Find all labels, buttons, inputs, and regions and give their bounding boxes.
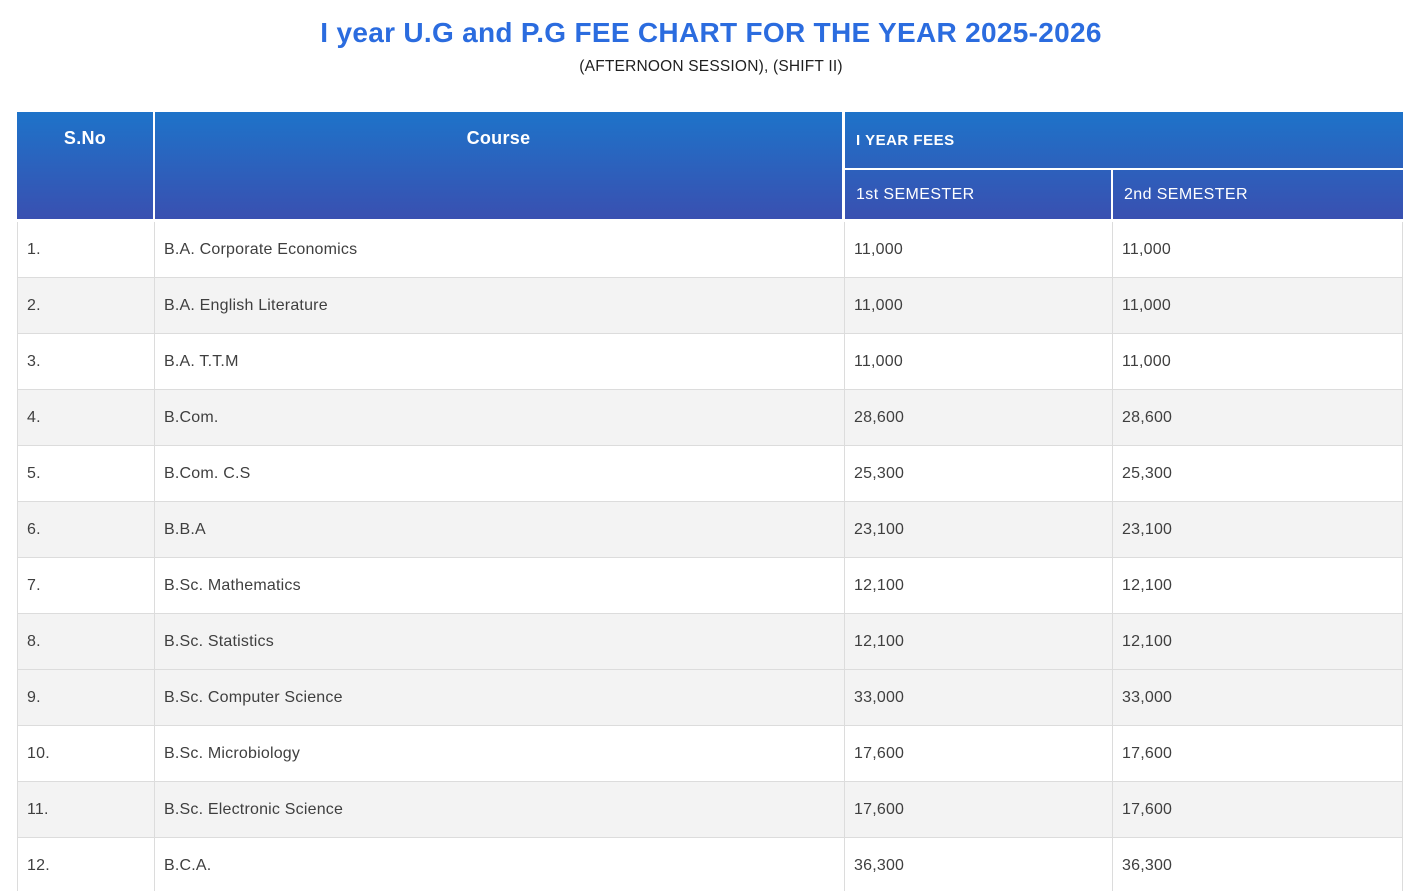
cell-sem1: 17,600 bbox=[845, 782, 1113, 838]
cell-sem2: 23,100 bbox=[1113, 502, 1403, 558]
page-subtitle: (AFTERNOON SESSION), (SHIFT II) bbox=[579, 58, 843, 75]
cell-sem1: 36,300 bbox=[845, 838, 1113, 891]
cell-sem1: 28,600 bbox=[845, 390, 1113, 446]
table-row: 9. B.Sc. Computer Science 33,000 33,000 bbox=[17, 670, 1403, 726]
column-header-sem2: 2nd SEMESTER bbox=[1113, 170, 1403, 222]
cell-sno: 9. bbox=[17, 670, 155, 726]
column-header-year-fees-group: I YEAR FEES bbox=[845, 112, 1403, 170]
table-row: 2. B.A. English Literature 11,000 11,000 bbox=[17, 278, 1403, 334]
cell-course: B.Com. bbox=[155, 390, 845, 446]
cell-sem2: 17,600 bbox=[1113, 726, 1403, 782]
fee-table-header: S.No Course I YEAR FEES 1st SEMESTER 2nd… bbox=[17, 112, 1403, 222]
cell-sno: 6. bbox=[17, 502, 155, 558]
cell-course: B.Sc. Mathematics bbox=[155, 558, 845, 614]
cell-course: B.A. English Literature bbox=[155, 278, 845, 334]
cell-sno: 10. bbox=[17, 726, 155, 782]
cell-sem2: 17,600 bbox=[1113, 782, 1403, 838]
fee-table-wrapper: S.No Course I YEAR FEES 1st SEMESTER 2nd… bbox=[17, 112, 1403, 891]
cell-sno: 3. bbox=[17, 334, 155, 390]
column-header-sem1: 1st SEMESTER bbox=[845, 170, 1113, 222]
cell-sno: 12. bbox=[17, 838, 155, 891]
cell-sno: 4. bbox=[17, 390, 155, 446]
cell-sem2: 11,000 bbox=[1113, 222, 1403, 278]
cell-course: B.Sc. Electronic Science bbox=[155, 782, 845, 838]
cell-sno: 8. bbox=[17, 614, 155, 670]
header-row-main: S.No Course I YEAR FEES bbox=[17, 112, 1403, 222]
cell-course: B.Sc. Computer Science bbox=[155, 670, 845, 726]
cell-sem1: 23,100 bbox=[845, 502, 1113, 558]
table-row: 10. B.Sc. Microbiology 17,600 17,600 bbox=[17, 726, 1403, 782]
cell-sem2: 11,000 bbox=[1113, 334, 1403, 390]
table-row: 5. B.Com. C.S 25,300 25,300 bbox=[17, 446, 1403, 502]
table-row: 4. B.Com. 28,600 28,600 bbox=[17, 390, 1403, 446]
header-row-semesters: 1st SEMESTER 2nd SEMESTER bbox=[17, 170, 1403, 222]
cell-sem1: 17,600 bbox=[845, 726, 1113, 782]
table-row: 7. B.Sc. Mathematics 12,100 12,100 bbox=[17, 558, 1403, 614]
cell-course: B.A. T.T.M bbox=[155, 334, 845, 390]
table-row: 8. B.Sc. Statistics 12,100 12,100 bbox=[17, 614, 1403, 670]
column-header-sno: S.No bbox=[17, 112, 155, 222]
table-row: 1. B.A. Corporate Economics 11,000 11,00… bbox=[17, 222, 1403, 278]
fee-table-body: 1. B.A. Corporate Economics 11,000 11,00… bbox=[17, 222, 1403, 891]
cell-sem1: 25,300 bbox=[845, 446, 1113, 502]
cell-sem1: 11,000 bbox=[845, 334, 1113, 390]
cell-sem1: 33,000 bbox=[845, 670, 1113, 726]
cell-sem1: 12,100 bbox=[845, 558, 1113, 614]
cell-sem1: 11,000 bbox=[845, 278, 1113, 334]
column-header-course: Course bbox=[155, 112, 845, 222]
cell-sem2: 33,000 bbox=[1113, 670, 1403, 726]
cell-course: B.B.A bbox=[155, 502, 845, 558]
cell-sem2: 25,300 bbox=[1113, 446, 1403, 502]
table-row: 3. B.A. T.T.M 11,000 11,000 bbox=[17, 334, 1403, 390]
table-row: 12. B.C.A. 36,300 36,300 bbox=[17, 838, 1403, 891]
table-row: 11. B.Sc. Electronic Science 17,600 17,6… bbox=[17, 782, 1403, 838]
cell-sem2: 11,000 bbox=[1113, 278, 1403, 334]
cell-sno: 11. bbox=[17, 782, 155, 838]
cell-course: B.C.A. bbox=[155, 838, 845, 891]
cell-course: B.Com. C.S bbox=[155, 446, 845, 502]
cell-sno: 5. bbox=[17, 446, 155, 502]
cell-sno: 7. bbox=[17, 558, 155, 614]
cell-sem1: 12,100 bbox=[845, 614, 1113, 670]
cell-sem2: 28,600 bbox=[1113, 390, 1403, 446]
cell-sem2: 12,100 bbox=[1113, 558, 1403, 614]
cell-sem2: 12,100 bbox=[1113, 614, 1403, 670]
cell-course: B.Sc. Statistics bbox=[155, 614, 845, 670]
page-title: I year U.G and P.G FEE CHART FOR THE YEA… bbox=[320, 17, 1102, 48]
cell-course: B.A. Corporate Economics bbox=[155, 222, 845, 278]
cell-sem2: 36,300 bbox=[1113, 838, 1403, 891]
table-row: 6. B.B.A 23,100 23,100 bbox=[17, 502, 1403, 558]
cell-sno: 2. bbox=[17, 278, 155, 334]
cell-course: B.Sc. Microbiology bbox=[155, 726, 845, 782]
cell-sno: 1. bbox=[17, 222, 155, 278]
fee-table: S.No Course I YEAR FEES 1st SEMESTER 2nd… bbox=[17, 112, 1403, 891]
cell-sem1: 11,000 bbox=[845, 222, 1113, 278]
